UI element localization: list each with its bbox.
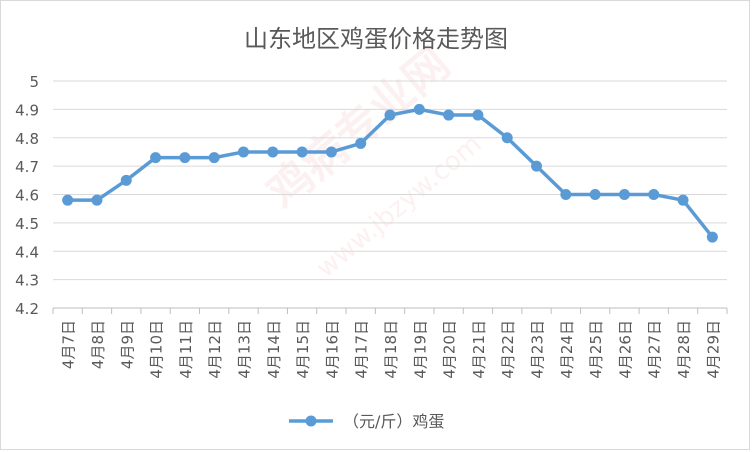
data-point [589,189,601,200]
y-tick-label: 4.9 [15,101,39,119]
data-point [618,189,630,200]
x-tick-label: 4月26日 [616,320,634,379]
x-tick-label: 4月12日 [206,320,224,379]
data-point [413,103,425,115]
data-point [355,137,367,149]
data-point [501,132,513,144]
y-tick-label: 4.4 [15,243,39,261]
x-tick-label: 4月16日 [323,320,341,379]
x-tick-label: 4月14日 [265,320,283,379]
x-tick-label: 4月10日 [148,320,166,379]
x-tick-label: 4月15日 [294,320,312,379]
series-group [62,103,718,243]
data-point [91,194,103,206]
x-tick-label: 4月11日 [177,320,195,379]
data-point [706,231,718,243]
x-tick-label: 4月13日 [235,320,253,379]
x-tick-label: 4月9日 [118,320,136,369]
x-tick-label: 4月29日 [704,320,722,379]
data-point [472,109,484,121]
x-tick-label: 4月21日 [470,320,488,379]
y-tick-label: 4.7 [15,158,39,176]
y-tick-label: 4.2 [15,300,39,318]
x-tick-label: 4月27日 [646,320,664,379]
y-axis: 4.2 4.3 4.4 4.5 4.6 4.7 4.8 4.9 5 [15,73,39,318]
data-point [179,152,191,164]
data-point [267,146,279,158]
data-point [384,109,396,121]
x-tick-label: 4月20日 [441,320,459,379]
y-tick-label: 4.6 [15,187,39,205]
legend: （元/斤）鸡蛋 [289,412,444,431]
data-point [677,194,689,206]
data-point [237,146,249,158]
data-point [208,152,220,164]
gridlines [53,80,727,309]
x-tick-label: 4月28日 [675,320,693,379]
x-tick-label: 4月7日 [60,320,78,369]
data-point [62,194,74,206]
data-point [648,189,660,200]
x-tick-label: 4月19日 [411,320,429,379]
x-tick-label: 4月25日 [587,320,605,379]
data-point [296,146,308,158]
data-point [120,174,132,186]
x-tick-label: 4月22日 [499,320,517,379]
x-tick-label: 4月8日 [89,320,107,369]
x-tick-label: 4月18日 [382,320,400,379]
x-tick-label: 4月23日 [529,320,547,379]
data-point [560,189,572,200]
y-tick-label: 5 [29,73,39,91]
series-line [67,107,714,239]
chart-title: 山东地区鸡蛋价格走势图 [244,25,508,53]
y-tick-label: 4.3 [15,272,39,290]
x-axis: 4月7日 4月8日 4月9日 4月10日 4月11日 4月12日 4月13日 4月14日 4月1… [52,307,728,379]
y-tick-label: 4.5 [15,215,39,233]
data-point [443,109,455,121]
legend-marker [305,415,317,427]
data-point [531,160,543,172]
y-tick-label: 4.8 [15,130,39,148]
legend-label: （元/斤）鸡蛋 [343,412,444,431]
data-point [325,146,337,158]
x-tick-label: 4月17日 [353,320,371,379]
x-tick-label: 4月24日 [558,320,576,379]
data-point [150,152,162,164]
